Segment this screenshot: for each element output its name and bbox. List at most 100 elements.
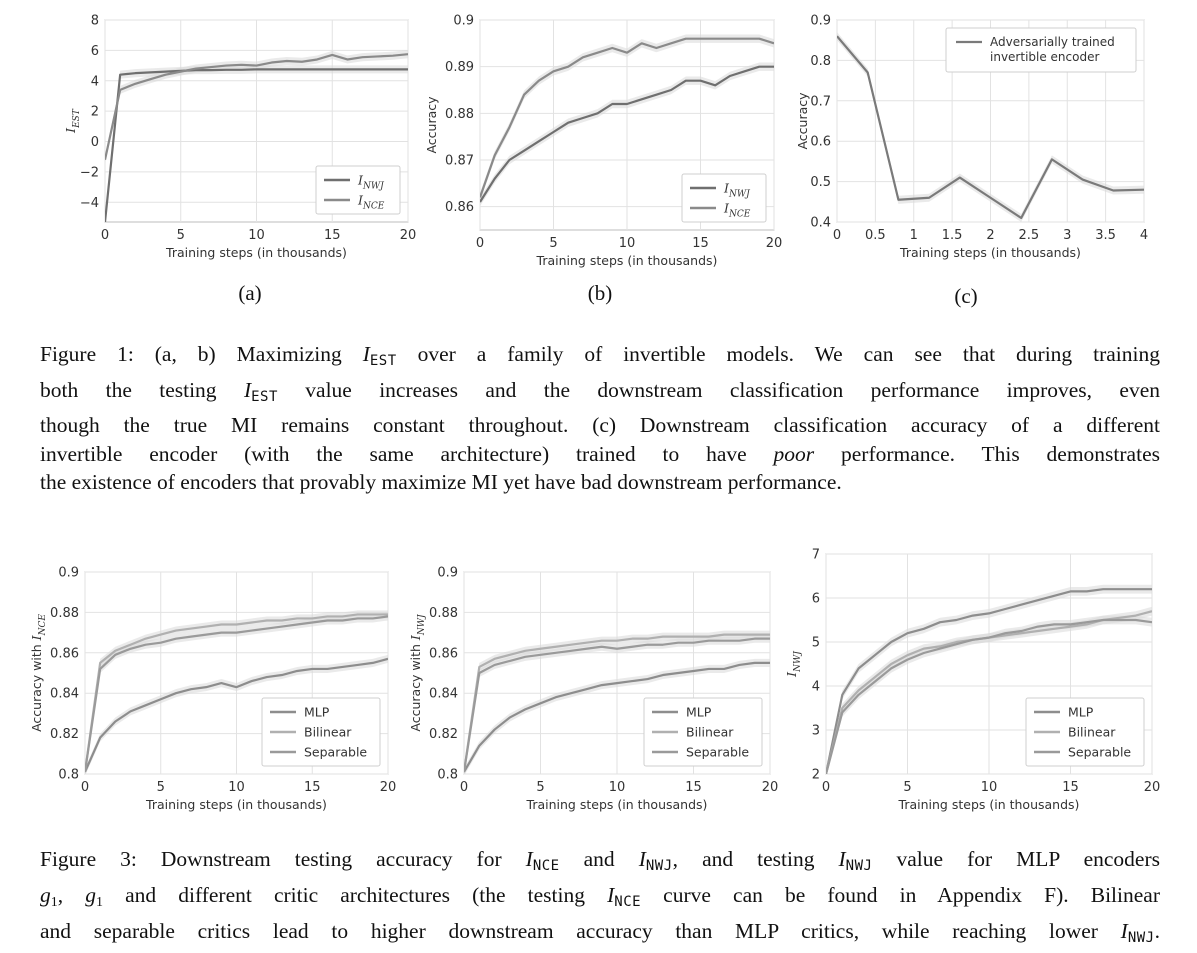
fig1b-ytick-1: 0.87	[445, 154, 474, 169]
fig3b-ytick-2: 0.84	[429, 687, 458, 702]
fig3a-ytick-3: 0.86	[50, 646, 79, 661]
chart-fig3b-svg: 0 5 10 15 20 0.8 0.82 0.84 0.86 0.88 0.9 Training s…	[408, 566, 778, 813]
fig1c-xlabel: Training steps (in thousands)	[899, 245, 1081, 260]
fig1a-xlabel: Training steps (in thousands)	[165, 245, 347, 260]
fig3c-legend-box	[1025, 697, 1145, 767]
fig1c-xtick-4: 2	[986, 228, 994, 243]
figure1-caption-line-2: both the testing IEST value increases an…	[40, 377, 1160, 405]
svg-text:Separable: Separable	[686, 745, 749, 760]
fig1c-legend-label-0: Adversarially trained invertible encoder	[990, 35, 1115, 64]
fig3a-ytick-1: 0.82	[50, 727, 79, 742]
fig3b-ytick-1: 0.82	[429, 727, 458, 742]
chart-fig3c: 0 5 10 15 20 2 3 4 5 6 7 Training steps (in thousan…	[784, 540, 1197, 820]
fig1c-ytick-0: 0.4	[810, 216, 831, 231]
fig3a-ylabel: Accuracy with INCE	[29, 614, 48, 732]
svg-text:INCE: INCE	[357, 193, 385, 212]
fig3a-legend-label-2: Separable	[304, 745, 367, 760]
fig1b-ytick-3: 0.89	[445, 60, 474, 75]
figure3-caption-line-2: g1, g1 and different critic architecture…	[40, 882, 1160, 910]
chart-fig1a: 0 5 10 15 20 −4 −2 0 2 4 6 8 Training steps (in thou…	[0, 0, 420, 270]
fig1a-series-group	[105, 50, 408, 222]
fig1b-xlabel: Training steps (in thousands)	[536, 253, 718, 268]
fig1a-legend-box	[315, 165, 401, 215]
fig3c-ytick-4: 6	[812, 592, 820, 607]
fig1a-line-1	[105, 53, 408, 160]
fig1c-ytick-2: 0.6	[810, 135, 831, 150]
fig1c-xtick-7: 3.5	[1095, 228, 1116, 243]
fig1a-ytick-4: 4	[91, 74, 99, 89]
fig1b-line-0	[480, 65, 774, 203]
fig3a-ytick-4: 0.88	[50, 606, 79, 621]
fig3b-ytick-4: 0.88	[429, 606, 458, 621]
fig3a-xtick-1: 5	[157, 780, 165, 795]
fig1a-legend-label-1: INCE	[357, 193, 385, 212]
fig3b-line-0	[464, 661, 770, 773]
chart-fig3a: 0 5 10 15 20 0.8 0.82 0.84 0.86 0.88 0.9 Training s…	[0, 550, 400, 820]
chart-fig1c: 0 0.5 1 1.5 2 2.5 3 3.5 4 0.4 0.5 0.6 0.7 0.8 0.9 Train…	[795, 0, 1197, 270]
fig1c-legend-box	[945, 27, 1137, 73]
fig3b-legend-box	[643, 697, 763, 767]
figure3-caption: Figure 3: Downstream testing accuracy fo…	[40, 845, 1160, 953]
fig3c-ylabel: INWJ	[784, 650, 803, 678]
chart-fig3a-svg: 0 5 10 15 20 0.8 0.82 0.84 0.86 0.88 0.9 Training s…	[29, 566, 397, 813]
fig3a-xtick-4: 20	[380, 780, 397, 795]
fig1c-ytick-4: 0.8	[810, 54, 831, 69]
fig1c-xtick-5: 2.5	[1019, 228, 1040, 243]
fig1c-series-group	[837, 32, 1144, 222]
fig3c-xtick-0: 0	[822, 780, 830, 795]
chart-fig1c-svg: 0 0.5 1 1.5 2 2.5 3 3.5 4 0.4 0.5 0.6 0.7 0.8 0.9 Train…	[795, 14, 1148, 261]
svg-text:MLP: MLP	[1068, 705, 1094, 720]
fig1b-xtick-0: 0	[476, 236, 484, 251]
fig3a-xtick-2: 10	[228, 780, 245, 795]
chart-fig1b: 0 5 10 15 20 0.86 0.87 0.88 0.89 0.9 Training step…	[420, 0, 800, 270]
fig1a-ytick-6: 8	[91, 14, 99, 29]
fig1c-legend: Adversarially trained invertible encoder	[945, 27, 1137, 73]
fig1b-xtick-1: 5	[549, 236, 557, 251]
figure3-caption-line-3: and separable critics lead to higher dow…	[40, 919, 1160, 946]
fig1b-ylabel: Accuracy	[424, 96, 439, 154]
fig1b-ytick-2: 0.88	[445, 107, 474, 122]
svg-text:Accuracy: Accuracy	[795, 92, 810, 150]
svg-text:INWJ: INWJ	[357, 173, 385, 192]
figure1-caption-line-5: the existence of encoders that provably …	[40, 470, 842, 494]
fig3a-legend-label-0: MLP	[304, 705, 330, 720]
fig1c-xtick-3: 1.5	[942, 228, 963, 243]
fig3a-line-2	[85, 615, 388, 773]
subcaption-c: (c)	[954, 284, 978, 308]
fig3c-xtick-1: 5	[903, 780, 911, 795]
fig1a-xtick-3: 15	[324, 228, 341, 243]
svg-text:Accuracy with INCE: Accuracy with INCE	[29, 614, 48, 732]
svg-text:MLP: MLP	[686, 705, 712, 720]
chart-fig3b: 0 5 10 15 20 0.8 0.82 0.84 0.86 0.88 0.9 Training s…	[400, 550, 790, 820]
fig3c-ytick-5: 7	[812, 548, 820, 563]
fig3b-band-0	[464, 658, 770, 774]
fig1a-ytick-0: −4	[80, 196, 99, 211]
fig3c-legend-label-2: Separable	[1068, 745, 1131, 760]
fig1a-xtick-1: 5	[177, 228, 185, 243]
fig3b-legend-label-0: MLP	[686, 705, 712, 720]
fig1c-xtick-1: 0.5	[865, 228, 886, 243]
fig1a-ytick-1: −2	[80, 165, 99, 180]
svg-text:Separable: Separable	[304, 745, 367, 760]
fig3c-legend: MLP Bilinear Separable	[1025, 697, 1145, 767]
fig3a-ytick-2: 0.84	[50, 687, 79, 702]
fig3b-xtick-3: 15	[685, 780, 702, 795]
fig3c-line-2	[826, 618, 1152, 774]
fig1b-line-1	[480, 37, 774, 198]
fig1c-line-0	[837, 35, 1144, 220]
fig3c-ytick-3: 5	[812, 636, 820, 651]
fig3a-ytick-0: 0.8	[58, 768, 79, 783]
fig3a-line-0	[85, 657, 388, 773]
figure1-caption-line-1: Figure 1: (a, b) Maximizing IEST over a …	[40, 342, 1160, 369]
chart-fig1b-svg: 0 5 10 15 20 0.86 0.87 0.88 0.89 0.9 Training step…	[424, 14, 783, 269]
fig1b-xtick-4: 20	[766, 236, 783, 251]
fig3b-ylabel: Accuracy with INWJ	[408, 613, 427, 732]
fig1c-ytick-3: 0.7	[810, 94, 831, 109]
fig1b-legend-label-0: INWJ	[723, 181, 751, 200]
figure3-caption-line-1: Figure 3: Downstream testing accuracy fo…	[40, 847, 1161, 874]
fig3b-line-1	[464, 633, 770, 773]
fig3c-ytick-1: 3	[812, 724, 820, 739]
fig1b-legend-label-1: INCE	[723, 201, 751, 220]
fig1c-ytick-5: 0.9	[810, 14, 831, 29]
